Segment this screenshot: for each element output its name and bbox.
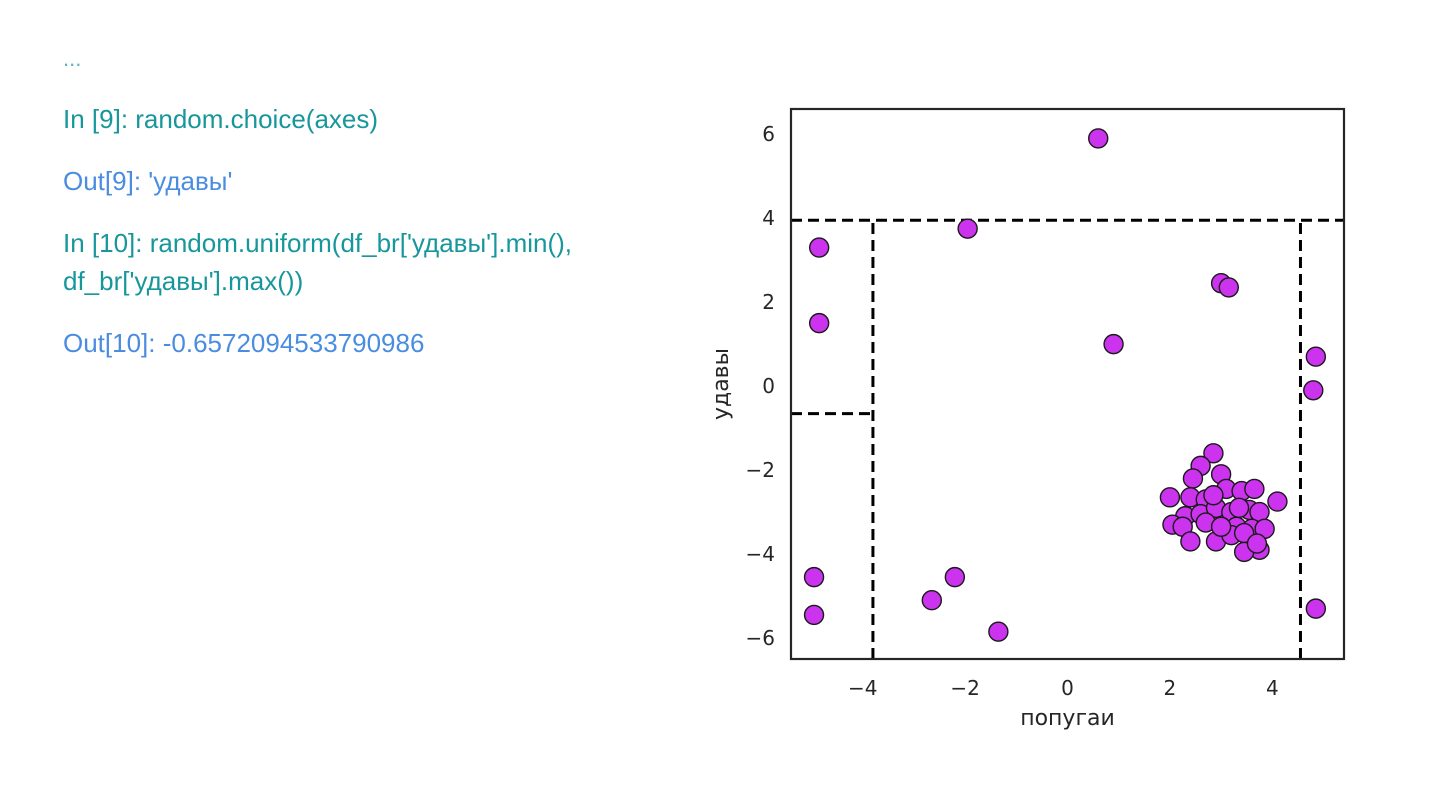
- y-tick-label: 4: [762, 206, 775, 230]
- y-tick-labels: −6 −4 −2 0 2 4 6: [746, 122, 775, 650]
- plot-frame: [789, 107, 1346, 661]
- x-axis-label: попугаи: [1020, 706, 1115, 731]
- output-cell-9: Out[9]: 'удавы': [63, 166, 233, 196]
- data-point: [1210, 516, 1232, 537]
- data-point: [1305, 598, 1327, 619]
- data-point: [1218, 277, 1239, 298]
- x-tick-label: 2: [1164, 676, 1177, 700]
- data-point: [803, 566, 825, 588]
- data-points: [803, 128, 1327, 642]
- y-tick-label: 2: [762, 290, 775, 314]
- data-point: [808, 237, 830, 258]
- data-point: [1303, 380, 1324, 401]
- data-point: [1246, 533, 1268, 554]
- notebook-code-panel: ... In [9]: random.choice(axes) Out[9]: …: [63, 40, 663, 386]
- output-cell-10: Out[10]: -0.6572094533790986: [63, 328, 425, 358]
- data-point: [1182, 468, 1204, 489]
- x-tick-labels: −4 −2 0 2 4: [848, 676, 1279, 700]
- data-point: [1088, 128, 1109, 149]
- data-point: [803, 604, 825, 626]
- x-tick-label: −2: [950, 676, 979, 700]
- y-axis-label: удавы: [709, 348, 734, 420]
- split-lines: [791, 218, 1344, 659]
- x-tick-label: 0: [1061, 676, 1074, 700]
- input-cell-10-line-1: In [10]: random.uniform(df_br['удавы'].m…: [63, 228, 573, 258]
- input-cell-9: In [9]: random.choice(axes): [63, 104, 379, 134]
- data-point: [1244, 478, 1265, 500]
- x-tick-label: −4: [848, 676, 877, 700]
- y-tick-label: −4: [746, 542, 775, 566]
- data-point: [1203, 443, 1224, 464]
- input-cell-10: In [10]: random.uniform(df_br['удавы'].m…: [63, 224, 663, 300]
- data-point: [1228, 497, 1250, 519]
- input-cell-10-line-2: df_br['удавы'].max()): [63, 266, 304, 296]
- y-tick-label: 6: [762, 122, 775, 146]
- y-tick-label: −6: [746, 626, 775, 650]
- data-point: [1180, 531, 1201, 552]
- x-tick-label: 4: [1266, 676, 1279, 700]
- data-point: [1203, 485, 1224, 506]
- y-tick-label: 0: [762, 374, 775, 398]
- data-point: [944, 566, 966, 588]
- data-point: [808, 312, 830, 334]
- ellipsis-text: ...: [63, 46, 82, 71]
- data-point: [957, 218, 978, 239]
- y-tick-label: −2: [746, 458, 775, 482]
- data-point: [921, 590, 943, 611]
- data-point: [1267, 491, 1288, 512]
- data-point: [1159, 487, 1181, 508]
- data-point: [1103, 333, 1124, 355]
- data-point: [988, 621, 1009, 642]
- data-point: [1305, 346, 1327, 367]
